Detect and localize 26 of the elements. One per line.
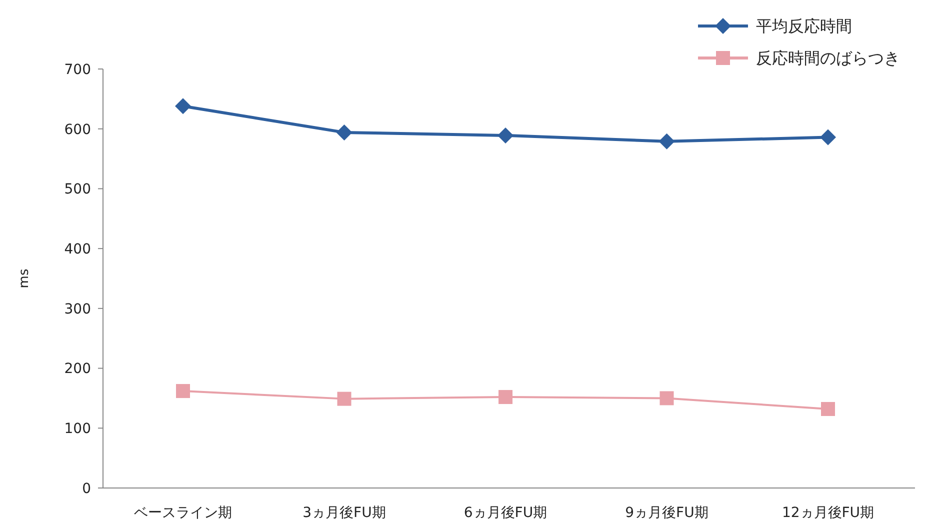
y-tick-label: 0 xyxy=(82,480,91,497)
x-tick-label: ベースライン期 xyxy=(134,505,232,521)
y-axis-title: ms xyxy=(17,268,32,288)
point xyxy=(658,133,675,150)
point xyxy=(337,392,352,406)
x-tick-label: 12ヵ月後FU期 xyxy=(782,505,874,521)
legend-label: 反応時間のばらつき xyxy=(756,48,900,68)
point xyxy=(821,402,835,416)
y-tick-label: 500 xyxy=(64,182,91,198)
point xyxy=(498,390,512,404)
y-tick-label: 400 xyxy=(64,241,91,258)
point xyxy=(820,129,836,146)
x-tick-label: 6ヵ月後FU期 xyxy=(464,505,548,521)
x-tick-label: 3ヵ月後FU期 xyxy=(302,505,386,521)
y-tick-label: 600 xyxy=(64,122,91,138)
point xyxy=(336,124,352,140)
x-tick-label: 9ヵ月後FU期 xyxy=(625,505,708,521)
y-tick-label: 100 xyxy=(64,421,91,438)
y-tick-label: 300 xyxy=(64,301,91,318)
point xyxy=(498,127,514,144)
point xyxy=(660,391,674,406)
y-tick-label: 200 xyxy=(64,361,91,378)
point xyxy=(176,384,190,398)
y-tick-label: 700 xyxy=(64,62,91,78)
point xyxy=(175,98,191,114)
legend-label: 平均反応時間 xyxy=(756,16,852,36)
